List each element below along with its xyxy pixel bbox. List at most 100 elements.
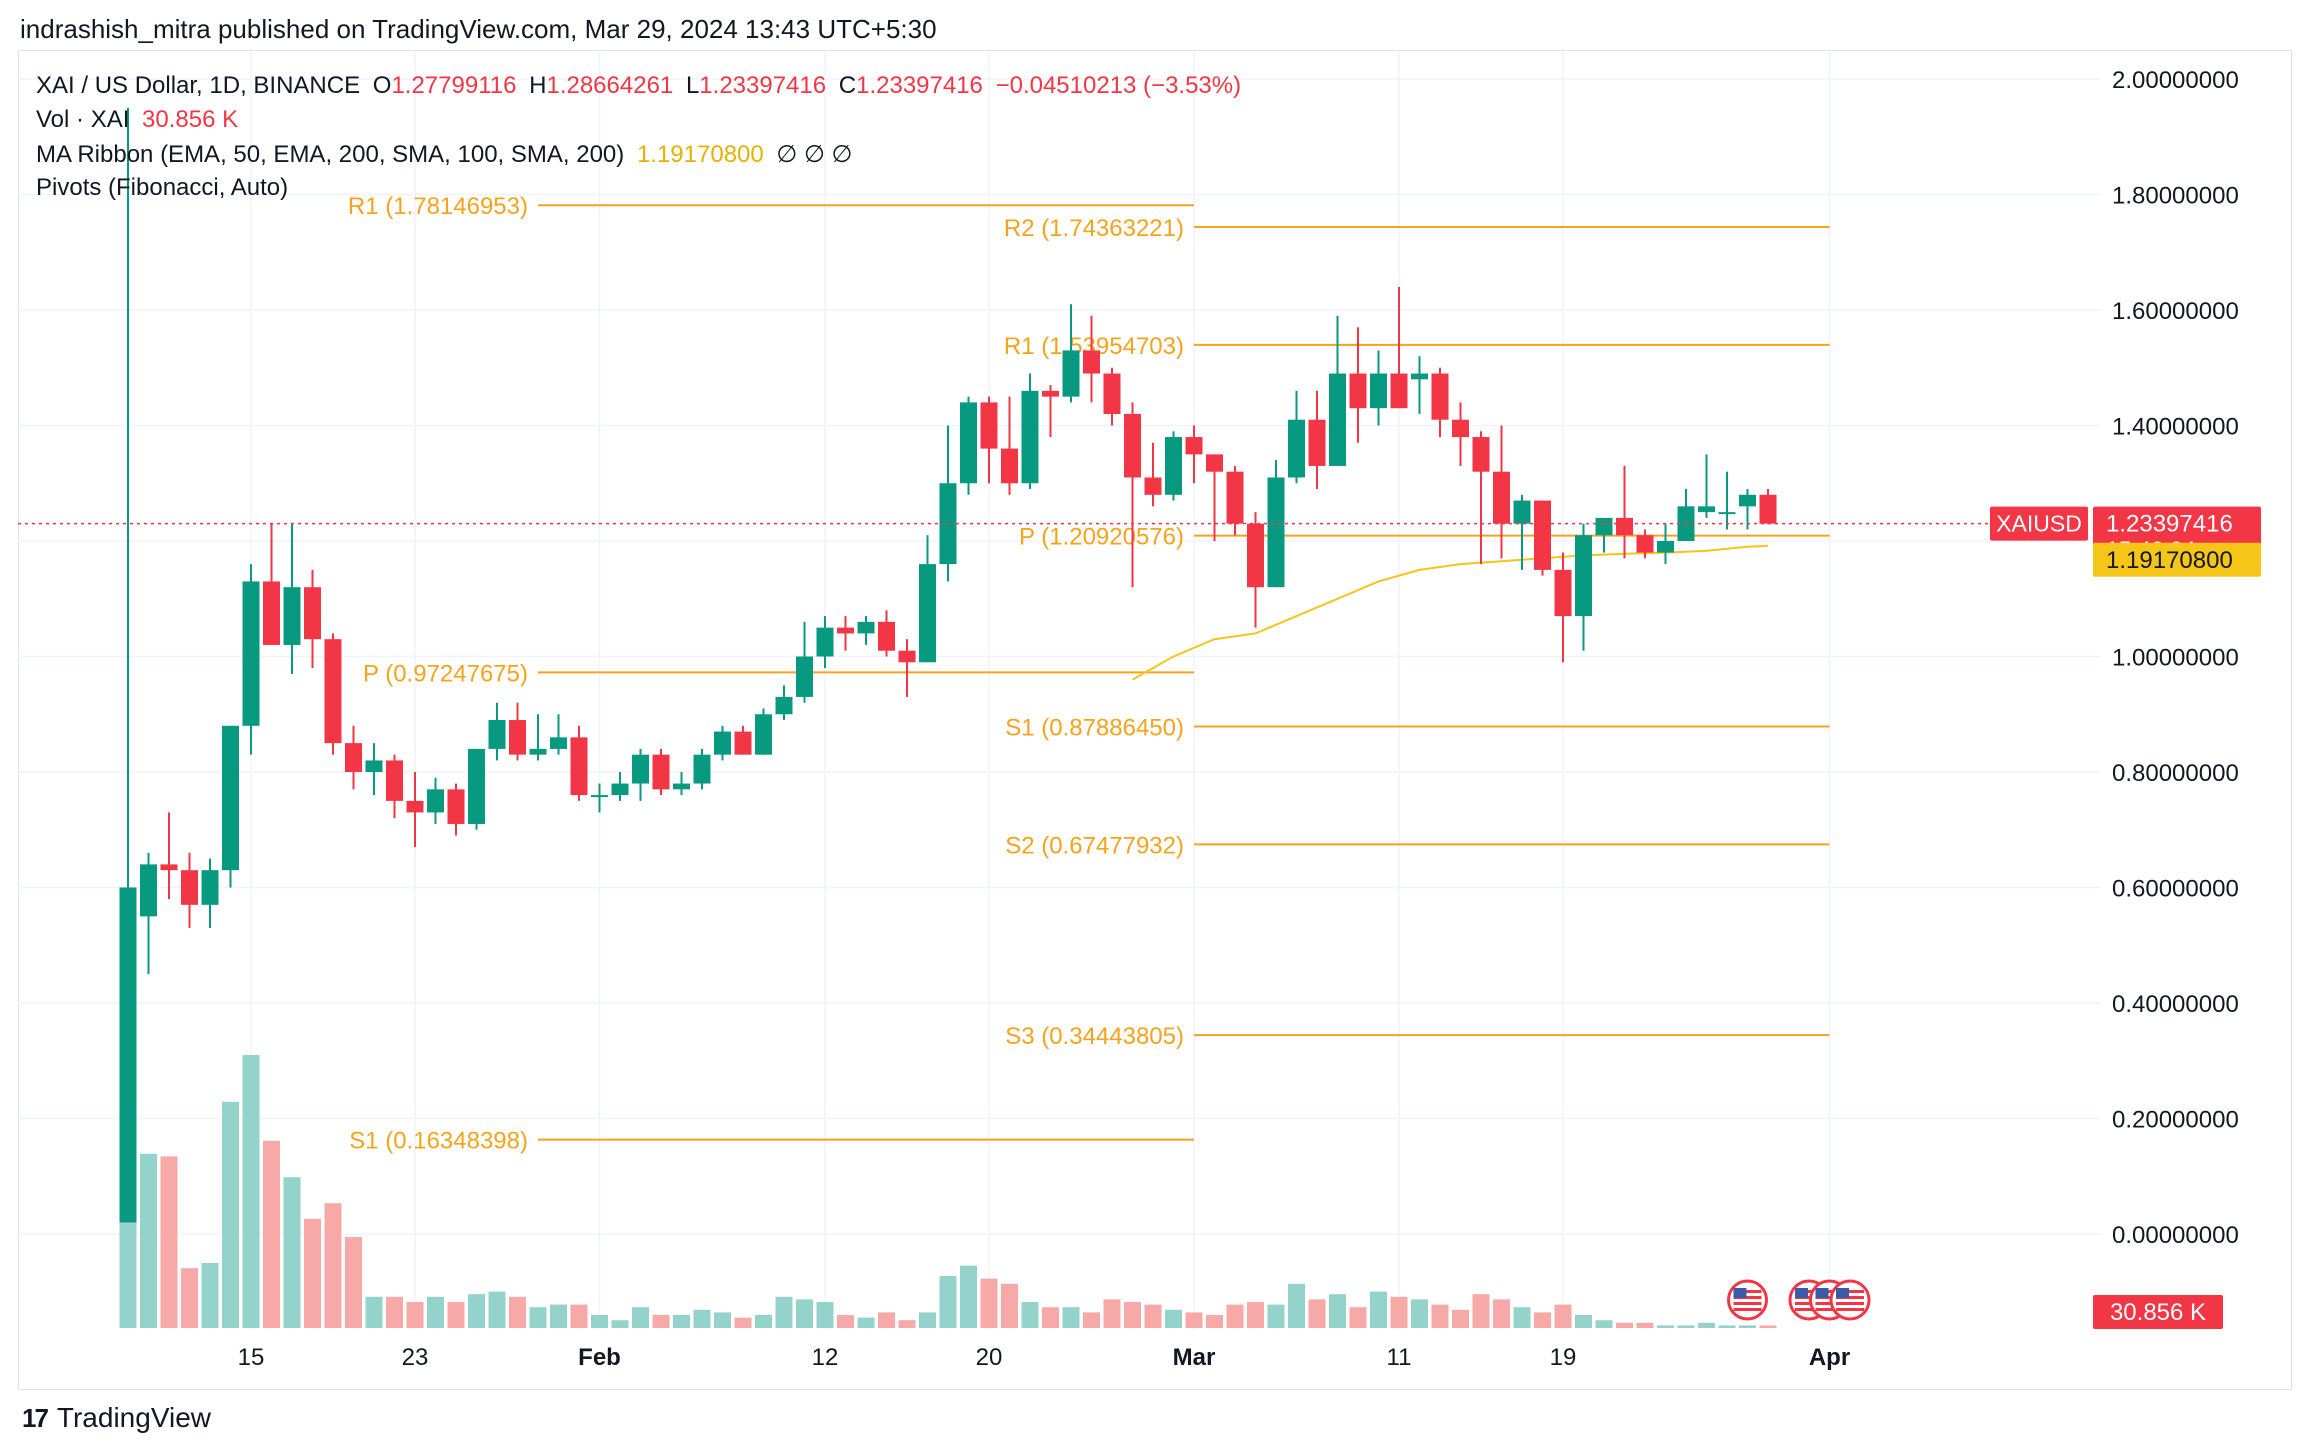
volume-bar (1206, 1315, 1223, 1328)
volume-bar (283, 1177, 301, 1328)
flag-stripe (1795, 1296, 1823, 1299)
price-tag-text: 1.23397416 (2106, 511, 2233, 538)
ma-tag-box (2093, 542, 2261, 577)
footer-brand[interactable]: 17 TradingView (22, 1402, 211, 1434)
volume-tag-text: 30.856 K (2110, 1299, 2206, 1326)
pivot-label: R1 (1.78146953) (348, 193, 528, 220)
volume-bar (1493, 1299, 1510, 1328)
volume-bar (1657, 1325, 1674, 1328)
volume-bar (181, 1268, 198, 1328)
volume-bar (345, 1237, 362, 1328)
candle-body (201, 870, 219, 905)
flag-stripe (1815, 1296, 1844, 1299)
x-tick-label: 23 (402, 1344, 429, 1371)
volume-bar (611, 1320, 629, 1328)
legend-ohlc: XAI / US Dollar, 1D, BINANCE O1.27799116… (36, 72, 1247, 100)
candle-body (1308, 419, 1326, 466)
candle-body (1390, 373, 1408, 409)
candle-body (1185, 437, 1203, 455)
legend-ma-empty: ∅ ∅ ∅ (776, 141, 853, 168)
candle-body (1718, 512, 1736, 515)
volume-bar (324, 1203, 342, 1328)
volume-bar (857, 1317, 875, 1328)
volume-bar (775, 1296, 793, 1328)
candle-body (775, 696, 793, 715)
volume-bar (1513, 1307, 1531, 1328)
candle-body (324, 639, 342, 744)
candle-body (447, 789, 465, 824)
flag-stripe (1733, 1302, 1762, 1305)
volume-bar (1534, 1312, 1551, 1328)
volume-bar (960, 1265, 977, 1328)
volume-bar (201, 1263, 219, 1328)
legend-pivots: Pivots (Fibonacci, Auto) (36, 174, 294, 202)
volume-bar (693, 1309, 711, 1328)
volume-bar (1083, 1312, 1100, 1328)
volume-bar (1595, 1320, 1613, 1328)
volume-bar (796, 1299, 813, 1328)
volume-bar (1062, 1307, 1080, 1328)
candle-body (960, 402, 977, 484)
y-tick-label: 0.60000000 (2112, 876, 2239, 903)
flag-stripe (1733, 1308, 1762, 1311)
candle-body (1739, 494, 1756, 507)
us-flag-event-icon (1829, 1279, 1871, 1321)
volume-bar (1288, 1283, 1305, 1328)
flag-stripe (1836, 1290, 1864, 1293)
candle-body (1575, 535, 1592, 617)
volume-bar (837, 1315, 854, 1328)
pivot-label: P (0.97247675) (363, 660, 528, 687)
volume-bar (406, 1302, 424, 1328)
legend-l-label: L (685, 72, 700, 99)
candle-body (427, 789, 444, 813)
volume-bar (591, 1315, 608, 1328)
candle-body (1493, 471, 1510, 524)
candle-body (857, 621, 875, 634)
volume-bar (140, 1153, 157, 1328)
candle-body (1452, 419, 1469, 438)
candle-body (1083, 350, 1100, 374)
volume-bar (1042, 1307, 1059, 1328)
tradingview-logo-icon: 17 (22, 1402, 49, 1433)
legend-h-label: H (529, 72, 547, 99)
footer-brand-text: TradingView (56, 1402, 212, 1433)
candle-body (1165, 437, 1182, 495)
flag-stripe (1733, 1290, 1762, 1293)
volume-bar (714, 1312, 731, 1328)
candle-body (1021, 390, 1039, 484)
y-tick-label: 2.00000000 (2112, 67, 2239, 94)
candle-body (898, 650, 916, 663)
volume-bar (386, 1296, 403, 1328)
volume-bar (1021, 1302, 1039, 1328)
volume-bar (1739, 1325, 1756, 1328)
x-tick-label: Feb (578, 1344, 621, 1371)
volume-bar (734, 1317, 752, 1328)
volume-bar (570, 1304, 588, 1328)
candle-body (796, 656, 813, 697)
legend-c-label: C (838, 72, 857, 99)
volume-bar (1452, 1309, 1469, 1328)
legend-pivots-label: Pivots (Fibonacci, Auto) (36, 174, 289, 201)
y-tick-label: 1.60000000 (2112, 298, 2239, 325)
chart-frame[interactable] (18, 50, 2292, 1390)
published-header: indrashish_mitra published on TradingVie… (20, 14, 937, 44)
legend-vol-label: Vol · XAI (36, 106, 130, 133)
pivot-label: S1 (0.16348398) (349, 1128, 528, 1155)
candle-body (529, 748, 547, 755)
volume-bar (1698, 1322, 1715, 1328)
legend-high: 1.28664261 (546, 72, 674, 99)
candle-body (1288, 419, 1305, 478)
flag-canton (1815, 1288, 1829, 1298)
volume-bar (1411, 1299, 1428, 1328)
volume-tag-box (2093, 1295, 2223, 1329)
volume-bar (755, 1315, 772, 1328)
candle-body (1431, 373, 1449, 420)
candle-body (1062, 350, 1080, 397)
volume-bar (1431, 1304, 1449, 1328)
volume-bar (550, 1304, 567, 1328)
volume-bar (1677, 1325, 1695, 1328)
pivot-label: R2 (1.74363221) (1004, 215, 1184, 242)
candle-body (755, 714, 772, 755)
volume-bar (878, 1312, 895, 1328)
